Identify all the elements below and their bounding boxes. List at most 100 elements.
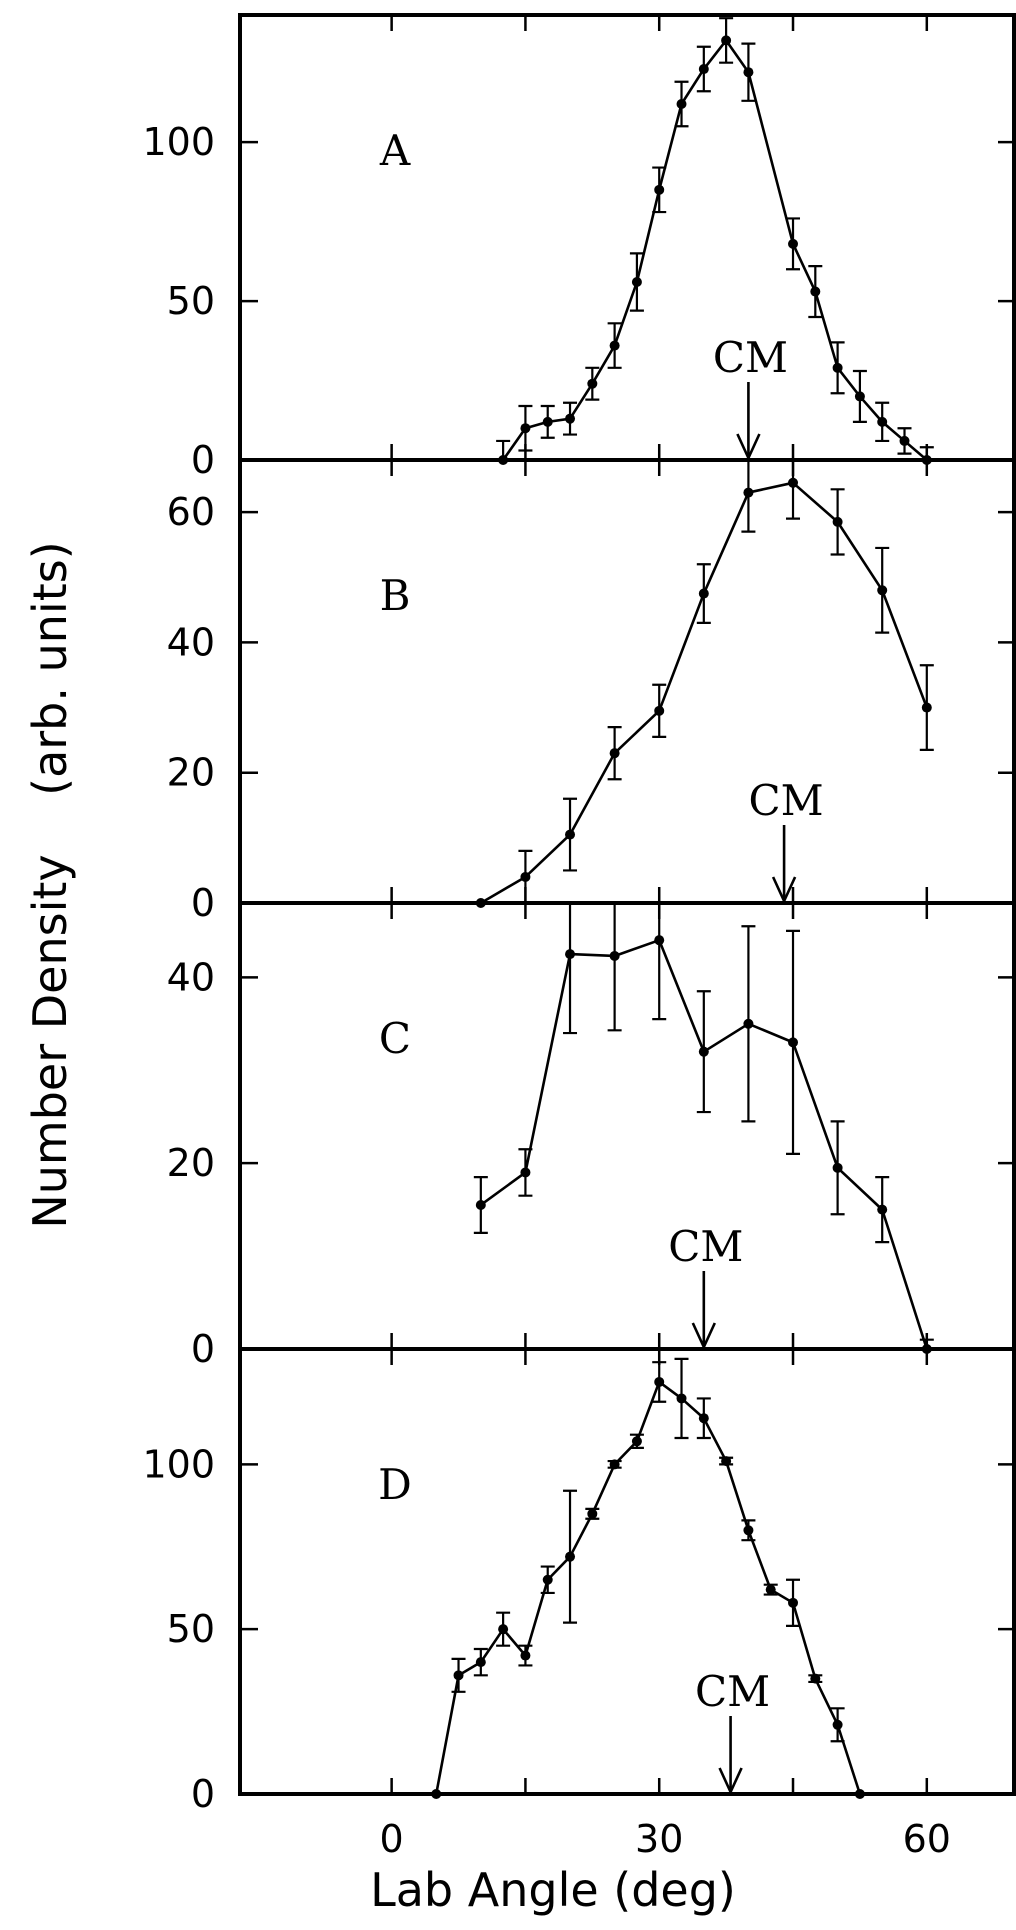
panel-c-data-point [565,949,576,960]
panel-d-data-point [453,1670,464,1681]
y-axis-title: Number Density (arb. units) [23,541,77,1228]
panel-d-data-point [810,1673,821,1684]
panel-c: 0 20 40 C CM [167,903,1016,1371]
panel-d-data-point [721,1456,732,1467]
panel-a-data-point [832,362,843,373]
panel-c-error-bar [607,903,622,1032]
panel-a-data-point [542,416,553,427]
panel-d-data-point [565,1551,576,1562]
panel-b-data-point [877,585,888,596]
panel-c-data-point [475,1199,486,1210]
panel-b-ytick-label: 20 [167,751,215,795]
panel-d-data-point [520,1650,531,1661]
panel-a: 0 50 100 A CM [142,15,1016,482]
panel-b-data-point [520,871,531,882]
x-tick-label: 60 [903,1817,951,1861]
panel-a-data-point [854,391,865,402]
panel-d-cm-arrow-head [718,1767,743,1796]
panel-a-data-point [609,340,620,351]
panel-a-ytick-label: 50 [167,279,215,323]
panel-d-ytick-label: 100 [142,1442,215,1486]
panel-a-data-point [498,455,509,465]
panel-d-ytick-label: 50 [167,1607,215,1651]
x-tick-label: 30 [635,1817,683,1861]
x-axis-title: Lab Angle (deg) [370,1863,736,1917]
panels: 0 50 100 A CM 0 20 40 60 B CM 0 20 40 C CM 0 50 100 D CM [142,15,1016,1816]
panel-d-ytick-label: 0 [191,1772,215,1816]
x-axis: 0 30 60 [380,1817,951,1861]
panel-b-error-bar [786,460,801,520]
panel-c-cm-arrow-head [691,1322,716,1351]
panel-d-letter: D [378,1460,412,1509]
panel-d-data-point [854,1789,865,1799]
panel-c-ytick-label: 20 [167,1141,215,1185]
panel-a-ytick-label: 0 [191,438,215,482]
panel-a-data-point [810,286,821,297]
panel-c-error-bar [652,903,667,1021]
panel-c-ytick-label: 40 [167,955,215,999]
panel-b-data-point [565,829,576,840]
panel-c-data-point [654,935,665,946]
panel-d-data-point [498,1624,509,1635]
x-tick-label: 0 [380,1817,404,1861]
panel-b-data-point [654,705,665,716]
panel-c-data-point [520,1167,531,1178]
panel-b-ytick-label: 0 [191,881,215,925]
panel-b-cm-arrow-head [771,876,797,905]
panel-c-data-point [877,1204,888,1215]
panel-c-data-point [698,1046,709,1057]
panel-c-data-point [832,1162,843,1173]
panel-d-data-point [698,1413,709,1424]
panel-a-data-point [587,378,598,389]
panel-b-data-point [788,477,799,488]
panel-a-letter: A [379,126,411,175]
panel-b-data-point [698,588,709,599]
panel-d: 0 50 100 D CM [142,1349,1016,1816]
panel-b-data-point [475,898,486,908]
panel-b: 0 20 40 60 B CM [167,460,1016,925]
panel-a-data-point [743,67,754,78]
panel-a-cm-arrow-head [736,433,761,462]
panel-d-data-point [431,1789,442,1799]
panel-a-data-point [631,277,642,287]
panel-a-ytick-label: 100 [142,120,215,164]
panel-a-data-point [565,413,576,424]
panel-b-ytick-label: 40 [167,620,215,664]
panel-c-letter: C [379,1014,411,1063]
panel-d-data-point [609,1459,620,1470]
panel-a-data-point [654,184,665,195]
panel-b-data-point [921,702,932,713]
panel-d-data-point [654,1376,665,1387]
panel-d-data-point [542,1574,553,1585]
panel-a-data-point [899,435,910,446]
panel-d-cm-label: CM [695,1667,770,1716]
panel-c-cm-label: CM [668,1222,743,1271]
panel-d-data-point [788,1597,799,1608]
panel-b-letter: B [380,571,411,620]
panel-a-data-point [721,35,732,46]
panel-b-data-point [609,748,620,759]
panel-b-series-line [480,481,929,905]
panel-d-data-point [832,1719,843,1730]
panel-a-data-point [520,423,531,434]
panel-b-data-point [743,487,754,498]
panel-c-data-point [609,950,620,961]
panel-a-data-point [676,99,687,109]
panel-b-data-point [832,516,843,527]
panel-d-data-point [631,1436,642,1447]
panel-c-ytick-label: 0 [191,1327,215,1371]
panel-d-data-point [475,1657,486,1668]
panel-d-data-point [765,1584,776,1595]
panel-b-cm-label: CM [749,776,824,825]
panel-a-data-point [698,64,709,75]
panel-b-ytick-label: 60 [167,490,215,534]
panel-c-data-point [743,1018,754,1029]
panel-c-data-point [788,1037,799,1048]
panel-d-data-point [743,1525,754,1536]
panel-d-data-point [587,1508,598,1519]
panel-c-error-bar [563,903,578,1035]
panel-d-series-line [434,1380,862,1795]
panel-a-data-point [877,416,888,427]
panel-d-data-point [676,1393,687,1404]
